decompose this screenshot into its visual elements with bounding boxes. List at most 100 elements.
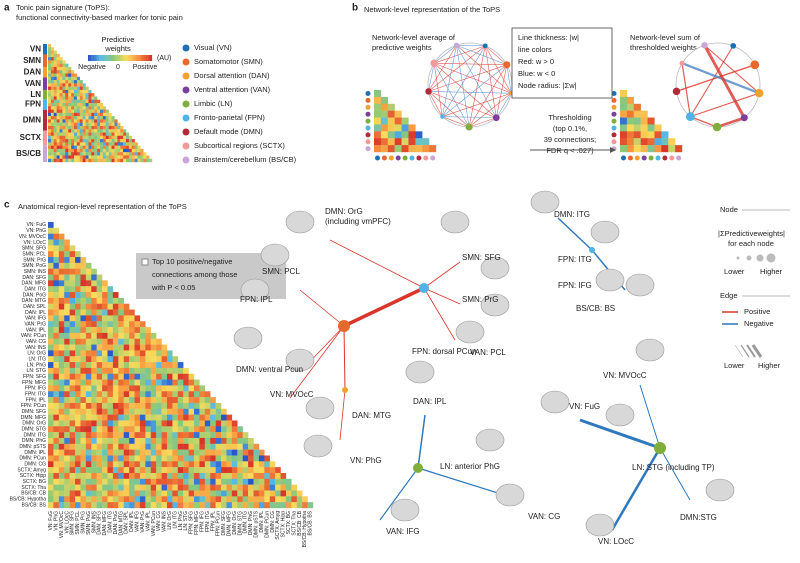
- region-cell: [199, 397, 206, 404]
- colorbar-cell: [92, 55, 95, 61]
- heatmap-cell: [131, 145, 135, 150]
- heatmap-cell: [76, 83, 80, 87]
- region-cell: [166, 402, 173, 409]
- region-cell: [58, 327, 65, 334]
- region-cell: [264, 484, 270, 491]
- region-cell: [69, 373, 76, 380]
- region-cell: [75, 478, 81, 485]
- region-cell: [172, 461, 178, 468]
- region-cell: [150, 455, 157, 462]
- heatmap-cell: [131, 155, 135, 159]
- region-cell: [194, 490, 200, 497]
- region-cell: [64, 391, 70, 398]
- heatmap-cell: [114, 158, 118, 163]
- network-abbr: VN: [30, 44, 41, 53]
- region-cell: [199, 432, 206, 439]
- region-cell: [194, 478, 200, 485]
- graph-edge: [442, 116, 497, 119]
- region-cell: [150, 437, 157, 444]
- network-cell: [647, 124, 655, 132]
- region-cell: [150, 402, 157, 409]
- graph-node: [730, 42, 737, 49]
- region-cell: [134, 391, 141, 398]
- region-edge: [289, 325, 345, 399]
- region-cell: [188, 449, 195, 456]
- region-cell: [118, 338, 124, 345]
- region-cell: [102, 286, 108, 293]
- region-cell: [183, 402, 189, 409]
- network-cell: [408, 138, 416, 146]
- heatmap-cell: [53, 96, 57, 100]
- region-cell: [80, 286, 87, 293]
- region-cell: [269, 490, 276, 497]
- region-cell: [129, 420, 135, 427]
- heatmap-cell: [59, 57, 63, 61]
- heatmap-cell: [117, 139, 121, 143]
- heatmap-cell: [59, 132, 63, 136]
- heatmap-cell: [134, 155, 138, 159]
- column-label: SCTX: Amyg: [275, 511, 281, 540]
- colorbar-cell: [150, 55, 153, 61]
- heatmap-cell: [56, 106, 60, 110]
- row-label: FPN: SFG: [23, 374, 46, 380]
- heatmap-cell: [123, 152, 127, 156]
- heatmap-cell: [105, 155, 109, 159]
- region-cell: [58, 426, 65, 433]
- region-cell: [118, 362, 124, 369]
- row-label: LN: OrG: [27, 351, 46, 357]
- region-cell: [188, 496, 195, 503]
- region-cell: [156, 443, 162, 450]
- region-cell: [161, 379, 168, 386]
- region-cell: [248, 478, 254, 485]
- region-cell: [302, 496, 308, 503]
- network-cell: [401, 124, 409, 132]
- heatmap-cell: [137, 155, 141, 159]
- region-cell: [134, 490, 141, 497]
- region-cell: [91, 496, 97, 503]
- heatmap-cell: [94, 135, 98, 140]
- key-text: Node radius: |Σw|: [518, 81, 577, 90]
- region-cell: [145, 461, 151, 468]
- heatmap-cell: [123, 148, 127, 153]
- region-cell: [91, 467, 97, 474]
- region-cell: [75, 257, 81, 264]
- network-cell: [626, 103, 634, 111]
- column-label: LN: ITG: [172, 511, 178, 529]
- region-cell: [123, 309, 130, 316]
- column-label: SCTX: BG: [286, 511, 292, 534]
- heatmap-cell: [56, 135, 60, 140]
- region-cell: [156, 420, 162, 427]
- heatmap-cell: [74, 96, 78, 100]
- region-cell: [107, 391, 114, 398]
- region-cell: [123, 484, 130, 491]
- heatmap-cell: [108, 116, 112, 120]
- region-cell: [96, 490, 103, 497]
- region-cell: [69, 309, 76, 316]
- column-label: LN: STG: [183, 511, 189, 531]
- heatmap-cell: [82, 129, 86, 133]
- region-cell: [118, 484, 124, 491]
- heatmap-cell: [50, 135, 54, 140]
- region-cell: [204, 426, 211, 433]
- heatmap-cell: [68, 158, 72, 163]
- heatmap-cell: [120, 145, 124, 150]
- heatmap-cell: [102, 135, 106, 140]
- heatmap-cell: [85, 135, 89, 140]
- heatmap-cell: [91, 103, 95, 107]
- network-cell: [620, 124, 628, 132]
- region-cell: [102, 420, 108, 427]
- heatmap-cell: [76, 152, 80, 156]
- heatmap-cell: [114, 119, 118, 123]
- region-cell: [107, 402, 114, 409]
- region-cell: [210, 478, 216, 485]
- region-cell: [194, 472, 200, 480]
- heatmap-cell: [82, 152, 86, 156]
- region-cell: [69, 327, 76, 334]
- heatmap-cell: [105, 122, 109, 127]
- region-cell: [139, 449, 146, 456]
- region-cell: [58, 303, 65, 310]
- colorbar-cell: [145, 55, 148, 61]
- heatmap-cell: [108, 142, 112, 146]
- network-cell: [374, 96, 382, 104]
- region-cell: [58, 472, 65, 480]
